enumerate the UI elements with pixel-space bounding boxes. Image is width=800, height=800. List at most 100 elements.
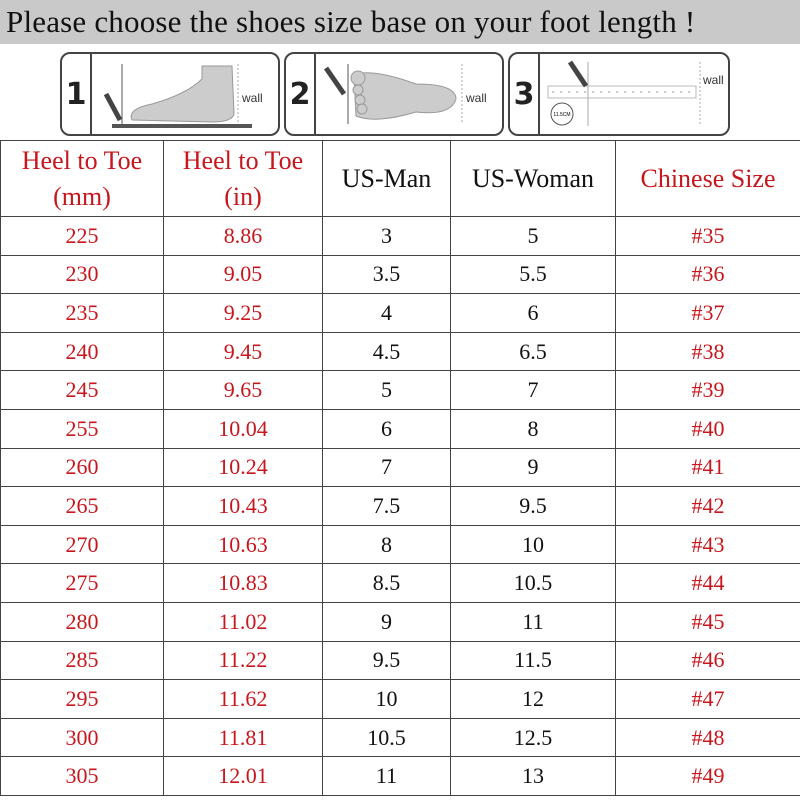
table-cell: 9.25 — [163, 293, 323, 333]
size-chart-table: Heel to Toe (mm) Heel to Toe (in) US-Man US-W… — [0, 140, 800, 796]
table-cell: 9.5 — [322, 640, 451, 681]
column-header: Chinese Size — [615, 140, 800, 217]
table-cell: 8 — [322, 524, 451, 565]
table-cell: #43 — [615, 524, 800, 565]
table-cell: 5.5 — [450, 254, 616, 295]
table-cell: 13 — [450, 756, 616, 796]
table-row: 245 9.65 5 7 #39 — [0, 370, 800, 410]
table-cell: #40 — [615, 408, 800, 449]
table-row: 235 9.25 4 6 #37 — [0, 293, 800, 333]
step-2-panel: 2 wall — [284, 52, 504, 136]
table-cell: 8.86 — [163, 216, 323, 256]
table-cell: 305 — [0, 756, 164, 796]
step-number: 2 — [286, 54, 316, 134]
table-row: 285 11.22 9.5 11.5 #46 — [0, 640, 800, 681]
table-cell: 4 — [322, 293, 451, 333]
table-cell: 260 — [0, 447, 164, 488]
table-cell: 9.05 — [163, 254, 323, 295]
table-cell: #35 — [615, 216, 800, 256]
table-cell: #38 — [615, 331, 800, 372]
table-cell: #49 — [615, 756, 800, 796]
step-1-panel: 1 wall — [60, 52, 280, 136]
table-row: 240 9.45 4.5 6.5 #38 — [0, 331, 800, 372]
header-line: Heel to Toe — [21, 145, 143, 175]
table-cell: 12 — [450, 679, 616, 719]
table-row: 270 10.63 8 10 #43 — [0, 524, 800, 565]
table-cell: 9.65 — [163, 370, 323, 410]
table-row: 230 9.05 3.5 5.5 #36 — [0, 254, 800, 295]
table-cell: #37 — [615, 293, 800, 333]
table-cell: 9.45 — [163, 331, 323, 372]
foot-top-illustration: wall — [323, 64, 487, 124]
table-cell: 235 — [0, 293, 164, 333]
header-line: US-Man — [341, 163, 432, 193]
table-row: 265 10.43 7.5 9.5 #42 — [0, 486, 800, 526]
table-cell: 6.5 — [450, 331, 616, 372]
table-cell: 265 — [0, 486, 164, 526]
table-row: 295 11.62 10 12 #47 — [0, 679, 800, 719]
table-cell: 300 — [0, 717, 164, 758]
measurement-badge: 11.5CM — [553, 112, 570, 118]
table-cell: 11.02 — [163, 601, 323, 642]
table-cell: 10 — [322, 679, 451, 719]
table-cell: 240 — [0, 331, 164, 372]
ruler-illustration: 11.5CM wall — [547, 60, 724, 126]
table-cell: 5 — [322, 370, 451, 410]
table-cell: 11.5 — [450, 640, 616, 681]
table-row: 225 8.86 3 5 #35 — [0, 216, 800, 256]
table-cell: 7 — [450, 370, 616, 410]
table-cell: 12.5 — [450, 717, 616, 758]
table-cell: 5 — [450, 216, 616, 256]
table-cell: 280 — [0, 601, 164, 642]
table-cell: 275 — [0, 563, 164, 603]
table-row: 300 11.81 10.5 12.5 #48 — [0, 717, 800, 758]
table-cell: 255 — [0, 408, 164, 449]
table-cell: 3 — [322, 216, 451, 256]
table-cell: 9 — [450, 447, 616, 488]
table-cell: 10.5 — [322, 717, 451, 758]
table-cell: 3.5 — [322, 254, 451, 295]
table-cell: #39 — [615, 370, 800, 410]
table-row: 260 10.24 7 9 #41 — [0, 447, 800, 488]
table-cell: 245 — [0, 370, 164, 410]
table-cell: 225 — [0, 216, 164, 256]
step-number: 1 — [62, 54, 92, 134]
table-cell: 11 — [322, 756, 451, 796]
table-cell: 4.5 — [322, 331, 451, 372]
table-cell: #48 — [615, 717, 800, 758]
table-row: 275 10.83 8.5 10.5 #44 — [0, 563, 800, 603]
table-row: 255 10.04 6 8 #40 — [0, 408, 800, 449]
header-line: Chinese Size — [640, 163, 776, 193]
table-cell: 7.5 — [322, 486, 451, 526]
table-cell: 7 — [322, 447, 451, 488]
table-cell: 6 — [450, 293, 616, 333]
table-cell: #36 — [615, 254, 800, 295]
table-cell: 10.83 — [163, 563, 323, 603]
wall-label: wall — [465, 91, 487, 105]
table-row: 305 12.01 11 13 #49 — [0, 756, 800, 796]
table-cell: #42 — [615, 486, 800, 526]
table-cell: 9.5 — [450, 486, 616, 526]
wall-label: wall — [702, 73, 724, 87]
step-3-panel: 3 11.5CM wall — [508, 52, 730, 136]
table-cell: 285 — [0, 640, 164, 681]
table-cell: 11 — [450, 601, 616, 642]
header-unit: (in) — [224, 181, 262, 211]
table-cell: #47 — [615, 679, 800, 719]
table-cell: #45 — [615, 601, 800, 642]
table-cell: 11.22 — [163, 640, 323, 681]
table-cell: 10.5 — [450, 563, 616, 603]
page-title: Please choose the shoes size base on you… — [0, 0, 800, 44]
table-cell: 9 — [322, 601, 451, 642]
table-cell: 11.62 — [163, 679, 323, 719]
table-cell: 8 — [450, 408, 616, 449]
column-header: Heel to Toe (in) — [163, 140, 323, 217]
table-cell: 10.43 — [163, 486, 323, 526]
header-line: US-Woman — [471, 163, 595, 193]
table-cell: 11.81 — [163, 717, 323, 758]
table-cell: #41 — [615, 447, 800, 488]
column-header: US-Man — [322, 140, 451, 217]
table-row: 280 11.02 9 11 #45 — [0, 601, 800, 642]
column-header: Heel to Toe (mm) — [0, 140, 164, 217]
table-cell: #44 — [615, 563, 800, 603]
